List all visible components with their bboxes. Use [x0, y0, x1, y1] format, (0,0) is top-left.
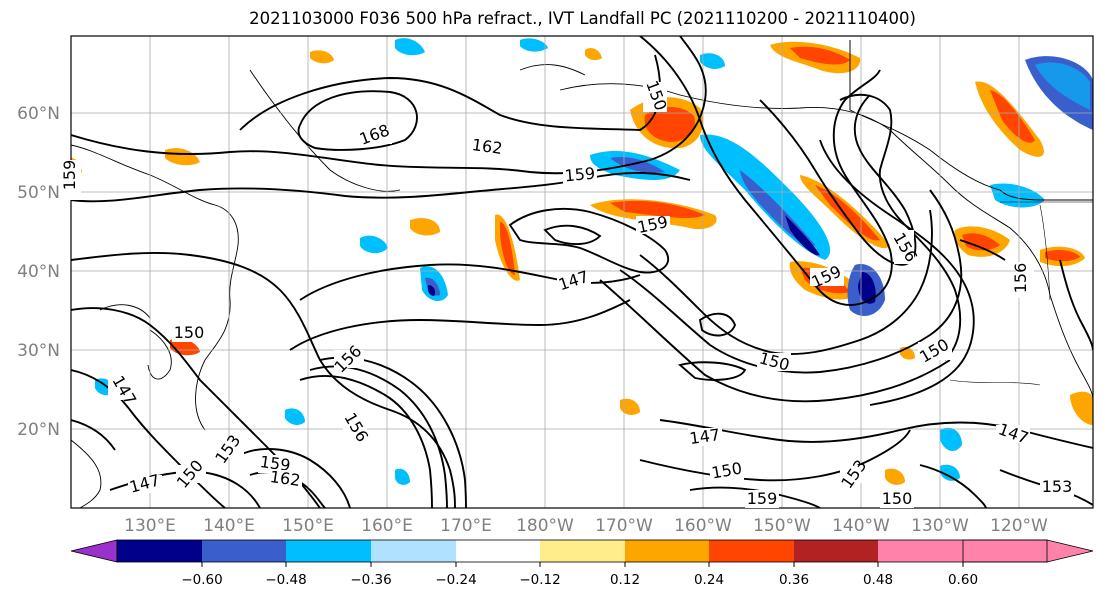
contour-label: 162	[471, 135, 504, 158]
colorbar-swatch	[117, 540, 202, 562]
colorbar-swatch	[878, 540, 963, 562]
contour-label: 159	[564, 164, 596, 186]
lon-label: 150°E	[282, 516, 334, 536]
contour-label: 150	[882, 489, 913, 508]
lon-label: 160°E	[361, 516, 413, 536]
longitude-labels: 130°E 140°E 150°E 160°E 170°E 180°W 170°…	[124, 516, 1048, 536]
lon-label: 170°E	[440, 516, 492, 536]
colorbar-tick-label: 0.48	[863, 572, 893, 588]
lon-label: 180°W	[516, 516, 574, 536]
lon-label: 130°E	[124, 516, 176, 536]
lon-label: 170°W	[595, 516, 653, 536]
colorbar-tick-label: 0.24	[694, 572, 724, 588]
contour-labels: 168 162 159 159 147 159 159 150 150 156 …	[60, 78, 1074, 508]
contour-label: 153	[1042, 477, 1073, 496]
lon-label: 120°W	[990, 516, 1048, 536]
contour-label: 162	[269, 467, 302, 490]
borders	[849, 40, 1093, 386]
lat-label: 30°N	[17, 341, 60, 361]
colorbar-tick-label: −0.24	[435, 572, 476, 588]
lon-label: 140°W	[832, 516, 890, 536]
colorbar-tick-label: −0.60	[181, 572, 222, 588]
colorbar-tick-label: −0.12	[519, 572, 560, 588]
latitude-labels: 60°N 50°N 40°N 30°N 20°N	[17, 104, 60, 440]
lon-label: 160°W	[674, 516, 732, 536]
refractivity-contours	[71, 36, 1093, 508]
lon-label: 130°W	[911, 516, 969, 536]
map-title: 2021103000 F036 500 hPa refract., IVT La…	[249, 9, 916, 28]
colorbar-tick-label: 0.60	[948, 572, 978, 588]
contour-label: 159	[259, 452, 292, 475]
lat-label: 40°N	[17, 262, 60, 282]
colorbar-swatch	[709, 540, 794, 562]
colorbar-tick-label: −0.36	[350, 572, 391, 588]
lat-label: 20°N	[17, 420, 60, 440]
lon-label: 140°E	[203, 516, 255, 536]
contour-label: 156	[1011, 263, 1030, 294]
colorbar-tick-label: 0.12	[610, 572, 640, 588]
contour-label: 150	[174, 323, 205, 342]
colorbar-swatch	[371, 540, 456, 562]
colorbar-swatch	[456, 540, 540, 562]
contour-label: 159	[747, 489, 778, 508]
colorbar: −0.60 −0.48 −0.36 −0.24 −0.12 0.12 0.24 …	[70, 539, 1094, 588]
colorbar-swatch	[286, 540, 371, 562]
colorbar-swatch	[202, 540, 286, 562]
colorbar-ticks	[201, 562, 964, 567]
contour-label: 159	[60, 160, 79, 191]
colorbar-tick-label: 0.36	[779, 572, 809, 588]
colorbar-tick-label: −0.48	[265, 572, 306, 588]
contour-label: 147	[688, 425, 721, 448]
lon-label: 150°W	[753, 516, 811, 536]
map-frame	[70, 35, 1094, 509]
colorbar-swatch	[625, 540, 709, 562]
colorbar-swatch	[794, 540, 878, 562]
lat-label: 60°N	[17, 104, 60, 124]
colorbar-swatch	[540, 540, 625, 562]
colorbar-extend-right	[962, 539, 1094, 563]
colorbar-extend-left	[70, 539, 118, 563]
lat-label: 50°N	[17, 183, 60, 203]
